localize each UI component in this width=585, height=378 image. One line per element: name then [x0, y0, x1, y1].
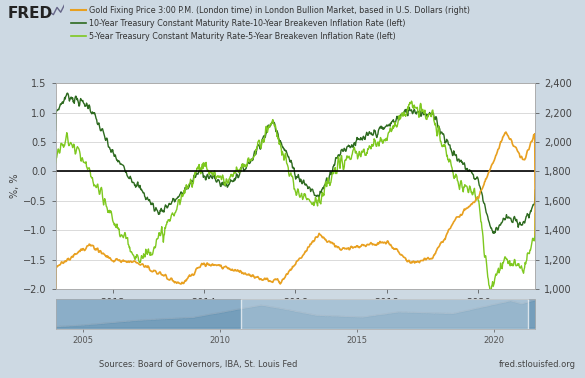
Y-axis label: %, %: %, % — [11, 174, 20, 198]
Text: Sources: Board of Governors, IBA, St. Louis Fed: Sources: Board of Governors, IBA, St. Lo… — [99, 359, 298, 369]
Text: fred.stlouisfed.org: fred.stlouisfed.org — [499, 359, 576, 369]
Legend: Gold Fixing Price 3:00 P.M. (London time) in London Bullion Market, based in U.S: Gold Fixing Price 3:00 P.M. (London time… — [71, 6, 470, 41]
Text: FRED: FRED — [8, 6, 53, 21]
Bar — [240, 299, 528, 329]
